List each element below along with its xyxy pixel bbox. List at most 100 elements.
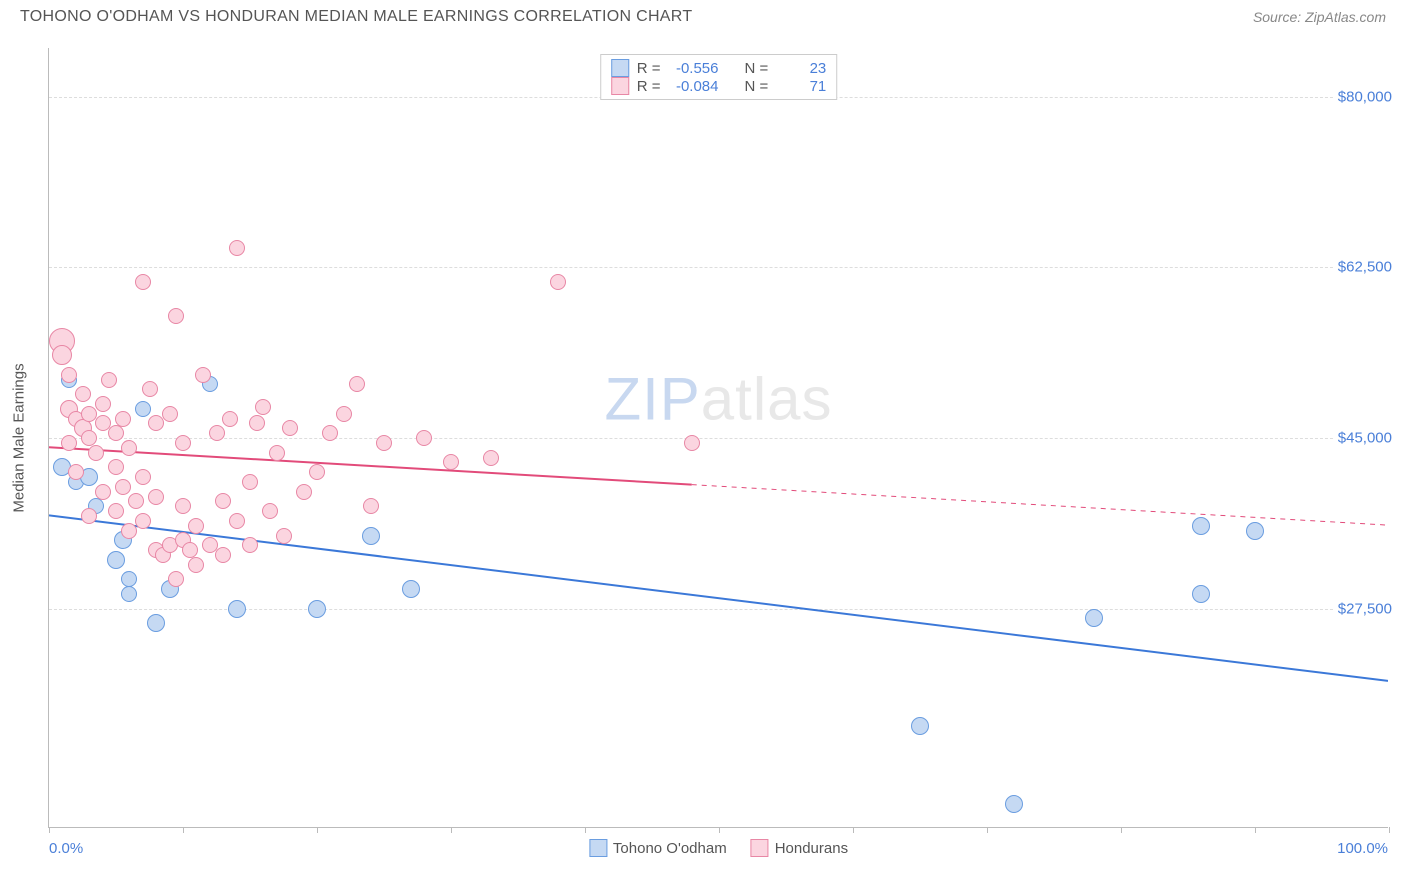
stats-row-series1: R = -0.556 N = 23 xyxy=(611,59,827,77)
x-tick xyxy=(987,827,988,833)
data-point-honduran xyxy=(363,498,379,514)
x-tick xyxy=(451,827,452,833)
data-point-honduran xyxy=(550,274,566,290)
x-tick xyxy=(853,827,854,833)
y-tick-label: $45,000 xyxy=(1334,430,1396,447)
data-point-tohono xyxy=(402,580,420,598)
x-tick xyxy=(183,827,184,833)
data-point-honduran xyxy=(95,484,111,500)
data-point-honduran xyxy=(282,420,298,436)
data-point-tohono xyxy=(1192,585,1210,603)
data-point-honduran xyxy=(376,435,392,451)
data-point-honduran xyxy=(443,454,459,470)
data-point-honduran xyxy=(336,406,352,422)
data-point-tohono xyxy=(107,551,125,569)
gridline xyxy=(49,609,1388,610)
data-point-tohono xyxy=(362,527,380,545)
x-tick xyxy=(1255,827,1256,833)
legend-label-series2: Hondurans xyxy=(775,840,848,857)
x-tick xyxy=(1389,827,1390,833)
data-point-honduran xyxy=(168,571,184,587)
data-point-honduran xyxy=(168,308,184,324)
n-value-series2: 71 xyxy=(776,78,826,95)
data-point-honduran xyxy=(249,415,265,431)
data-point-honduran xyxy=(242,537,258,553)
data-point-honduran xyxy=(222,411,238,427)
stats-row-series2: R = -0.084 N = 71 xyxy=(611,77,827,95)
data-point-honduran xyxy=(215,547,231,563)
data-point-honduran xyxy=(121,440,137,456)
gridline xyxy=(49,438,1388,439)
x-tick xyxy=(49,827,50,833)
data-point-honduran xyxy=(52,345,72,365)
data-point-honduran xyxy=(115,411,131,427)
x-tick xyxy=(317,827,318,833)
data-point-honduran xyxy=(483,450,499,466)
x-tick xyxy=(585,827,586,833)
data-point-honduran xyxy=(61,367,77,383)
data-point-honduran xyxy=(135,513,151,529)
data-point-honduran xyxy=(128,493,144,509)
data-point-honduran xyxy=(88,445,104,461)
chart-plot-area: Median Male Earnings ZIPatlas $27,500$45… xyxy=(48,48,1388,828)
n-value-series1: 23 xyxy=(776,60,826,77)
legend-item-series2: Hondurans xyxy=(751,839,848,857)
data-point-honduran xyxy=(309,464,325,480)
data-point-honduran xyxy=(142,381,158,397)
data-point-honduran xyxy=(229,513,245,529)
correlation-stats-box: R = -0.556 N = 23 R = -0.084 N = 71 xyxy=(600,54,838,100)
data-point-honduran xyxy=(81,430,97,446)
y-axis-title: Median Male Earnings xyxy=(11,363,28,512)
data-point-honduran xyxy=(162,406,178,422)
data-point-honduran xyxy=(108,503,124,519)
watermark: ZIPatlas xyxy=(604,364,832,433)
data-point-honduran xyxy=(135,469,151,485)
gridline xyxy=(49,267,1388,268)
data-point-honduran xyxy=(81,508,97,524)
data-point-honduran xyxy=(276,528,292,544)
x-axis-min-label: 0.0% xyxy=(49,840,83,857)
y-tick-label: $80,000 xyxy=(1334,88,1396,105)
legend-swatch-series2 xyxy=(751,839,769,857)
data-point-tohono xyxy=(1085,609,1103,627)
data-point-honduran xyxy=(101,372,117,388)
data-point-honduran xyxy=(68,464,84,480)
chart-legend: Tohono O'odham Hondurans xyxy=(589,839,848,857)
data-point-honduran xyxy=(95,396,111,412)
source-label: Source: ZipAtlas.com xyxy=(1253,9,1386,25)
data-point-honduran xyxy=(188,557,204,573)
data-point-honduran xyxy=(416,430,432,446)
x-axis-max-label: 100.0% xyxy=(1337,840,1388,857)
swatch-series1 xyxy=(611,59,629,77)
data-point-tohono xyxy=(121,571,137,587)
data-point-honduran xyxy=(115,479,131,495)
data-point-honduran xyxy=(262,503,278,519)
data-point-honduran xyxy=(108,459,124,475)
data-point-honduran xyxy=(242,474,258,490)
swatch-series2 xyxy=(611,77,629,95)
data-point-tohono xyxy=(121,586,137,602)
data-point-honduran xyxy=(255,399,271,415)
r-value-series1: -0.556 xyxy=(669,60,719,77)
data-point-tohono xyxy=(1005,795,1023,813)
r-value-series2: -0.084 xyxy=(669,78,719,95)
data-point-tohono xyxy=(1246,522,1264,540)
data-point-honduran xyxy=(182,542,198,558)
data-point-honduran xyxy=(148,489,164,505)
data-point-tohono xyxy=(228,600,246,618)
x-tick xyxy=(719,827,720,833)
legend-item-series1: Tohono O'odham xyxy=(589,839,727,857)
data-point-honduran xyxy=(349,376,365,392)
data-point-honduran xyxy=(229,240,245,256)
legend-label-series1: Tohono O'odham xyxy=(613,840,727,857)
data-point-honduran xyxy=(135,274,151,290)
data-point-honduran xyxy=(75,386,91,402)
data-point-honduran xyxy=(684,435,700,451)
data-point-tohono xyxy=(1192,517,1210,535)
data-point-tohono xyxy=(911,717,929,735)
data-point-honduran xyxy=(175,498,191,514)
legend-swatch-series1 xyxy=(589,839,607,857)
y-tick-label: $27,500 xyxy=(1334,600,1396,617)
data-point-honduran xyxy=(215,493,231,509)
data-point-honduran xyxy=(209,425,225,441)
